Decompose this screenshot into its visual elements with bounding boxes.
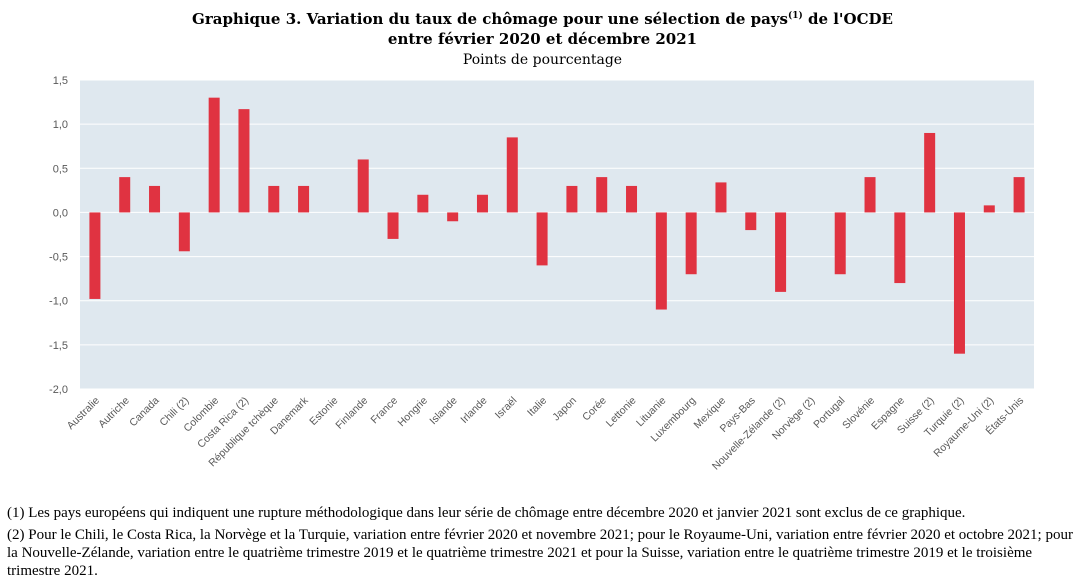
bar: [357, 159, 369, 213]
chart-title: Graphique 3. Variation du taux de chômag…: [0, 6, 1085, 49]
y-tick-label: -2,0: [49, 384, 68, 396]
bar: [953, 212, 965, 354]
x-tick-label: Islande: [427, 395, 460, 428]
y-tick-label: -1,0: [49, 296, 68, 308]
y-tick-label: -1,5: [49, 340, 68, 352]
bar: [417, 194, 429, 213]
bar: [685, 212, 697, 275]
bar: [864, 177, 876, 213]
bar: [626, 185, 638, 213]
y-tick-label: 0,5: [53, 163, 68, 175]
footnotes: (1) Les pays européens qui indiquent une…: [7, 504, 1077, 584]
bar: [119, 177, 131, 213]
bar: [983, 205, 995, 213]
bar: [715, 182, 727, 213]
title-footnote-ref: (1): [787, 11, 803, 21]
bar: [89, 212, 101, 299]
title-text-end: de l'OCDE: [802, 10, 893, 28]
x-tick-label: Canada: [127, 395, 162, 430]
bar: [387, 212, 399, 239]
x-tick-label: Israël: [493, 395, 520, 422]
plot-area: [80, 80, 1034, 389]
x-tick-label: Lettonie: [604, 395, 639, 430]
bar: [1013, 177, 1025, 213]
title-text: Graphique 3. Variation du taux de chômag…: [192, 10, 788, 28]
footnote-2: (2) Pour le Chili, le Costa Rica, la Nor…: [7, 527, 1073, 579]
bar: [268, 185, 280, 213]
chart-subtitle: Points de pourcentage: [462, 52, 623, 68]
bar: [298, 185, 310, 213]
bar: [506, 137, 518, 213]
bar: [924, 132, 936, 213]
x-tick-label: Japon: [550, 395, 579, 424]
bar: [447, 212, 459, 222]
y-tick-label: 1,0: [53, 119, 68, 131]
x-tick-label: Irlande: [458, 395, 489, 426]
y-tick-label: 0,0: [53, 207, 68, 219]
chart-title-line2: entre février 2020 et décembre 2021: [387, 30, 698, 48]
chart-title-line1: Graphique 3. Variation du taux de chômag…: [0, 6, 1085, 29]
x-tick-label: Australie: [65, 395, 102, 432]
y-tick-label: -0,5: [49, 252, 68, 264]
bar: [536, 212, 548, 266]
bar: [476, 194, 488, 213]
bar-chart: 1,5 1,0 0,5 0,0 -0,5 -1,0 -1,5 -2,0AustralieAut…: [49, 75, 1034, 470]
bar: [775, 212, 787, 292]
bar: [655, 212, 667, 310]
bar: [208, 97, 220, 213]
x-tick-label: Finlande: [333, 395, 370, 432]
bar: [745, 212, 757, 231]
x-tick-label: Hongrie: [395, 395, 430, 430]
bar: [178, 212, 190, 252]
bar: [149, 185, 161, 213]
bar: [238, 109, 250, 213]
x-tick-label: Autriche: [96, 395, 132, 431]
y-tick-label: 1,5: [53, 75, 68, 87]
footnote-1: (1) Les pays européens qui indiquent une…: [7, 505, 966, 521]
x-tick-label: Italie: [525, 395, 549, 419]
bar: [596, 177, 608, 213]
bar: [566, 185, 578, 213]
bar: [894, 212, 906, 284]
bar: [834, 212, 846, 275]
